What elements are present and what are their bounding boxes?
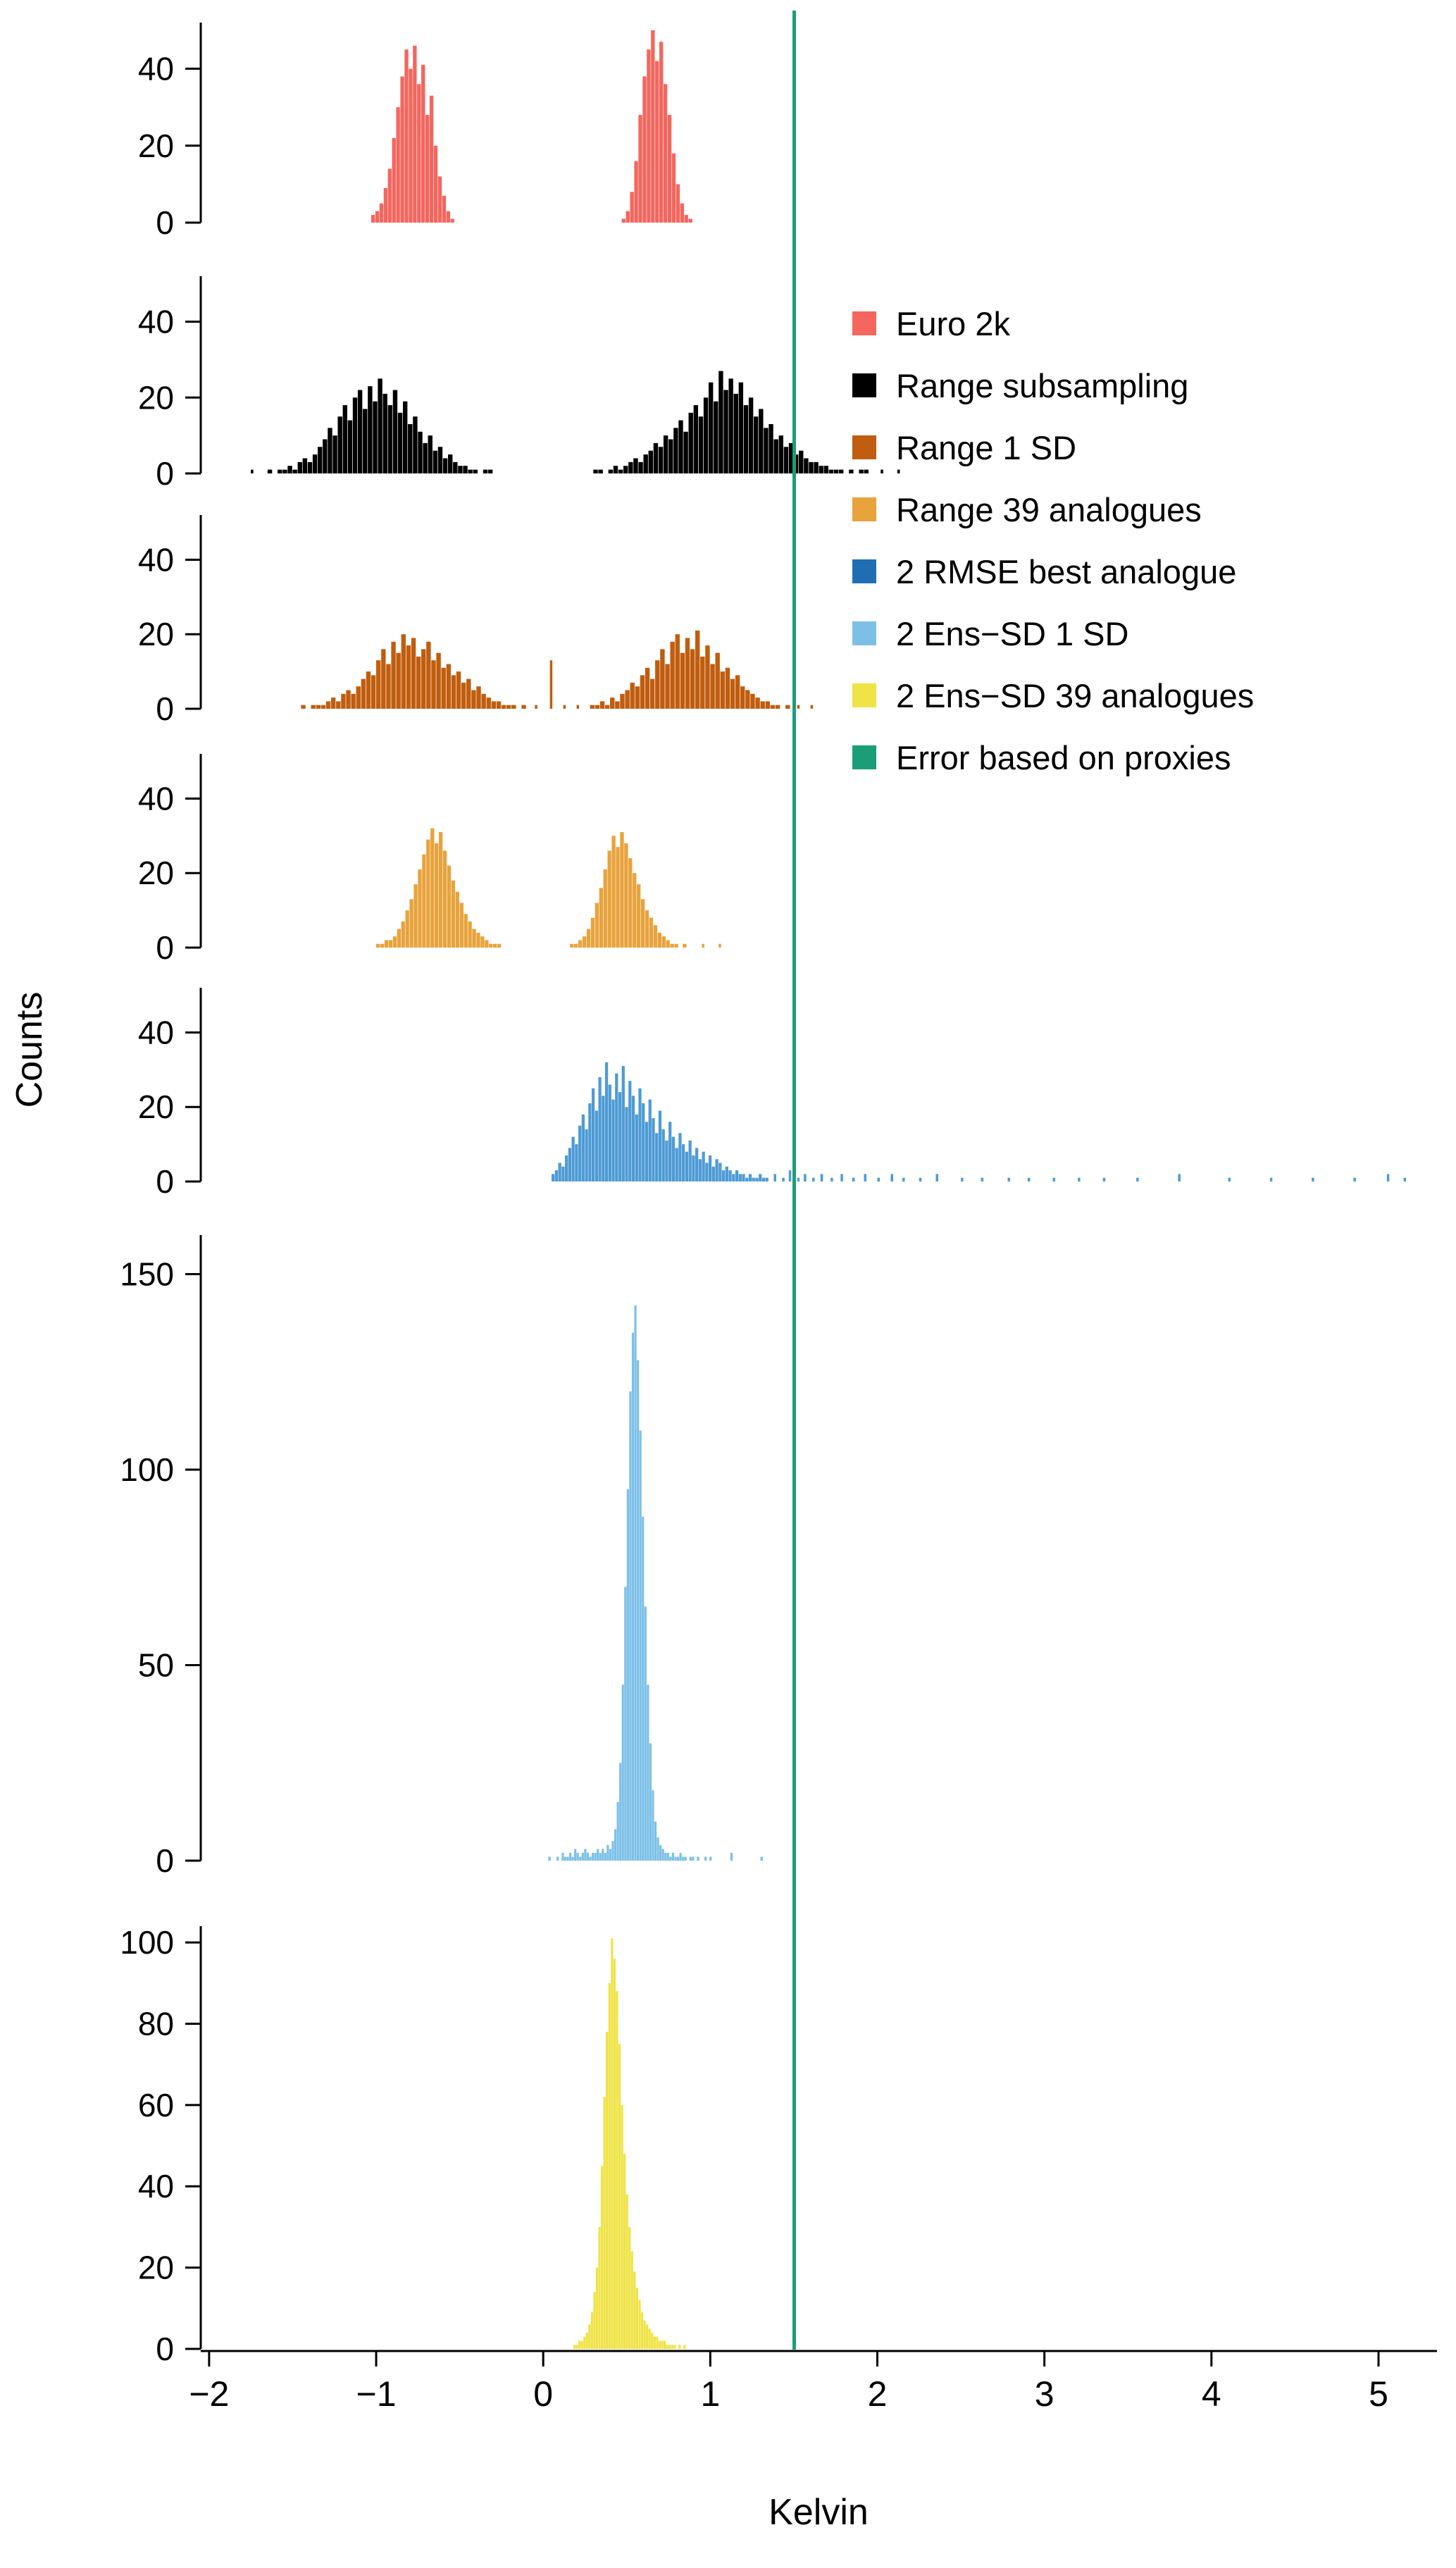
x-tick-label: 0 <box>533 2374 553 2414</box>
x-tick-label: 2 <box>868 2374 888 2414</box>
legend-label: 2 RMSE best analogue <box>896 552 1237 590</box>
y-tick-label: 100 <box>120 1924 174 1961</box>
legend-swatch <box>852 745 876 769</box>
x-axis-title: Kelvin <box>769 2492 869 2533</box>
legend-item: 2 Ens−SD 39 analogues <box>852 664 1254 726</box>
legend-label: 2 Ens−SD 39 analogues <box>896 676 1255 714</box>
proxy-error-vline <box>792 11 796 2350</box>
y-tick-label: 0 <box>156 690 174 727</box>
legend-swatch <box>852 621 876 645</box>
legend-label: Range 39 analogues <box>896 490 1202 528</box>
panel-2-rmse-best-analogue: 0 20 40 <box>138 988 1407 1200</box>
y-tick-label: 40 <box>138 780 174 817</box>
y-tick-label: 20 <box>138 379 174 416</box>
legend-item: Range 39 analogues <box>852 478 1254 540</box>
y-tick-label: 20 <box>138 128 174 164</box>
y-tick-label: 0 <box>156 1163 174 1200</box>
legend-item: 2 RMSE best analogue <box>852 540 1254 602</box>
legend-swatch <box>852 311 876 335</box>
y-tick-label: 100 <box>120 1451 174 1488</box>
legend-swatch <box>852 373 876 397</box>
legend-item: Range subsampling <box>852 354 1254 416</box>
legend-swatch <box>852 683 876 707</box>
y-tick-label: 50 <box>138 1647 174 1684</box>
panel-range-39-analogues: 0 20 40 <box>138 754 721 966</box>
y-tick-label: 0 <box>156 2331 174 2367</box>
y-tick-label: 0 <box>156 204 174 241</box>
legend-swatch <box>852 435 876 459</box>
legend-item: Euro 2k <box>852 292 1254 354</box>
y-tick-label: 20 <box>138 616 174 652</box>
y-tick-label: 150 <box>120 1256 174 1293</box>
x-tick-label: 3 <box>1035 2374 1054 2414</box>
y-axis-title: Counts <box>9 991 50 1108</box>
x-tick-label: −1 <box>356 2374 397 2414</box>
x-tick-label: −2 <box>189 2374 229 2414</box>
legend: Euro 2k Range subsampling Range 1 SD Range … <box>852 292 1254 788</box>
y-tick-label: 40 <box>138 541 174 578</box>
y-tick-label: 60 <box>138 2087 174 2123</box>
y-tick-label: 40 <box>138 2168 174 2204</box>
y-tick-label: 20 <box>138 1088 174 1125</box>
legend-label: 2 Ens−SD 1 SD <box>896 614 1129 652</box>
legend-swatch <box>852 497 876 521</box>
y-tick-label: 20 <box>138 2250 174 2286</box>
panel-2-ens-sd-1-sd: 0 50 100 150 <box>120 1235 763 1879</box>
legend-label: Range subsampling <box>896 366 1189 404</box>
panel-range-subsampling: 0 20 40 <box>138 276 900 492</box>
x-tick-label: 5 <box>1369 2374 1388 2414</box>
legend-item: Range 1 SD <box>852 416 1254 478</box>
legend-item: 2 Ens−SD 1 SD <box>852 602 1254 664</box>
panel-range-1-sd: 0 20 40 <box>138 515 814 727</box>
y-tick-label: 0 <box>156 929 174 966</box>
x-tick-label: 1 <box>700 2374 720 2414</box>
legend-label: Range 1 SD <box>896 428 1077 466</box>
x-axis: −2 −1 0 1 2 3 4 5 <box>189 2350 1437 2414</box>
y-tick-label: 20 <box>138 855 174 891</box>
y-tick-label: 40 <box>138 51 174 87</box>
legend-swatch <box>852 559 876 583</box>
y-tick-label: 0 <box>156 1842 174 1879</box>
panel-2-ens-sd-39-analogues: 0 20 40 60 80 100 <box>120 1924 686 2367</box>
y-tick-label: 40 <box>138 304 174 340</box>
y-tick-label: 80 <box>138 2005 174 2042</box>
legend-item: Error based on proxies <box>852 726 1254 788</box>
x-tick-label: 4 <box>1202 2374 1221 2414</box>
y-tick-label: 0 <box>156 455 174 492</box>
y-tick-label: 40 <box>138 1014 174 1050</box>
legend-label: Euro 2k <box>896 304 1010 342</box>
panel-euro-2k: 0 20 40 <box>138 23 692 241</box>
legend-label: Error based on proxies <box>896 738 1231 776</box>
